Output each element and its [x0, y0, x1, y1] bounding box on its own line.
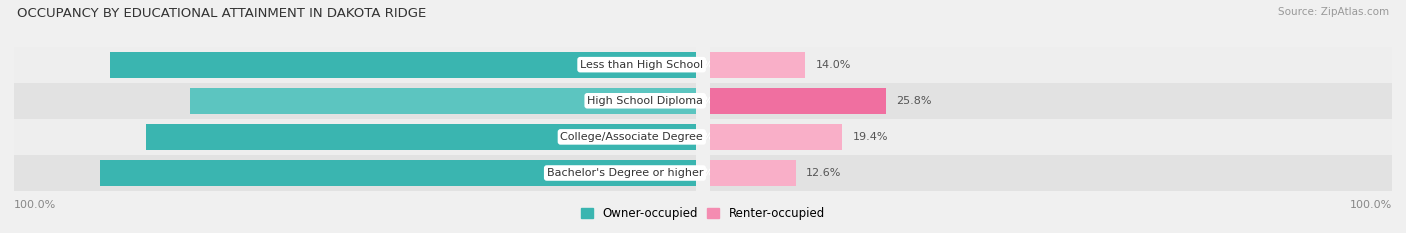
Text: 25.8%: 25.8% [896, 96, 932, 106]
Text: Less than High School: Less than High School [581, 60, 703, 70]
Bar [110, 52, 696, 78]
Text: 80.7%: 80.7% [675, 132, 714, 142]
Text: 74.2%: 74.2% [675, 96, 714, 106]
Text: 19.4%: 19.4% [852, 132, 889, 142]
Bar [14, 155, 696, 191]
Bar [190, 88, 696, 114]
Text: 100.0%: 100.0% [14, 200, 56, 210]
Bar [710, 155, 1392, 191]
Text: OCCUPANCY BY EDUCATIONAL ATTAINMENT IN DAKOTA RIDGE: OCCUPANCY BY EDUCATIONAL ATTAINMENT IN D… [17, 7, 426, 20]
Bar [710, 47, 1392, 83]
Bar [710, 52, 806, 78]
Text: Bachelor's Degree or higher: Bachelor's Degree or higher [547, 168, 703, 178]
Text: 86.0%: 86.0% [675, 60, 714, 70]
Text: Source: ZipAtlas.com: Source: ZipAtlas.com [1278, 7, 1389, 17]
Legend: Owner-occupied, Renter-occupied: Owner-occupied, Renter-occupied [576, 202, 830, 225]
Bar [710, 124, 842, 150]
Bar [710, 83, 1392, 119]
Bar [710, 160, 796, 186]
Bar [14, 47, 696, 83]
Text: High School Diploma: High School Diploma [588, 96, 703, 106]
Bar [14, 83, 696, 119]
Text: 12.6%: 12.6% [806, 168, 842, 178]
Text: 87.4%: 87.4% [675, 168, 714, 178]
Bar [14, 119, 696, 155]
Text: 100.0%: 100.0% [1350, 200, 1392, 210]
Text: 14.0%: 14.0% [815, 60, 851, 70]
Bar [710, 119, 1392, 155]
Bar [710, 88, 886, 114]
Text: College/Associate Degree: College/Associate Degree [561, 132, 703, 142]
Bar [146, 124, 696, 150]
Bar [100, 160, 696, 186]
